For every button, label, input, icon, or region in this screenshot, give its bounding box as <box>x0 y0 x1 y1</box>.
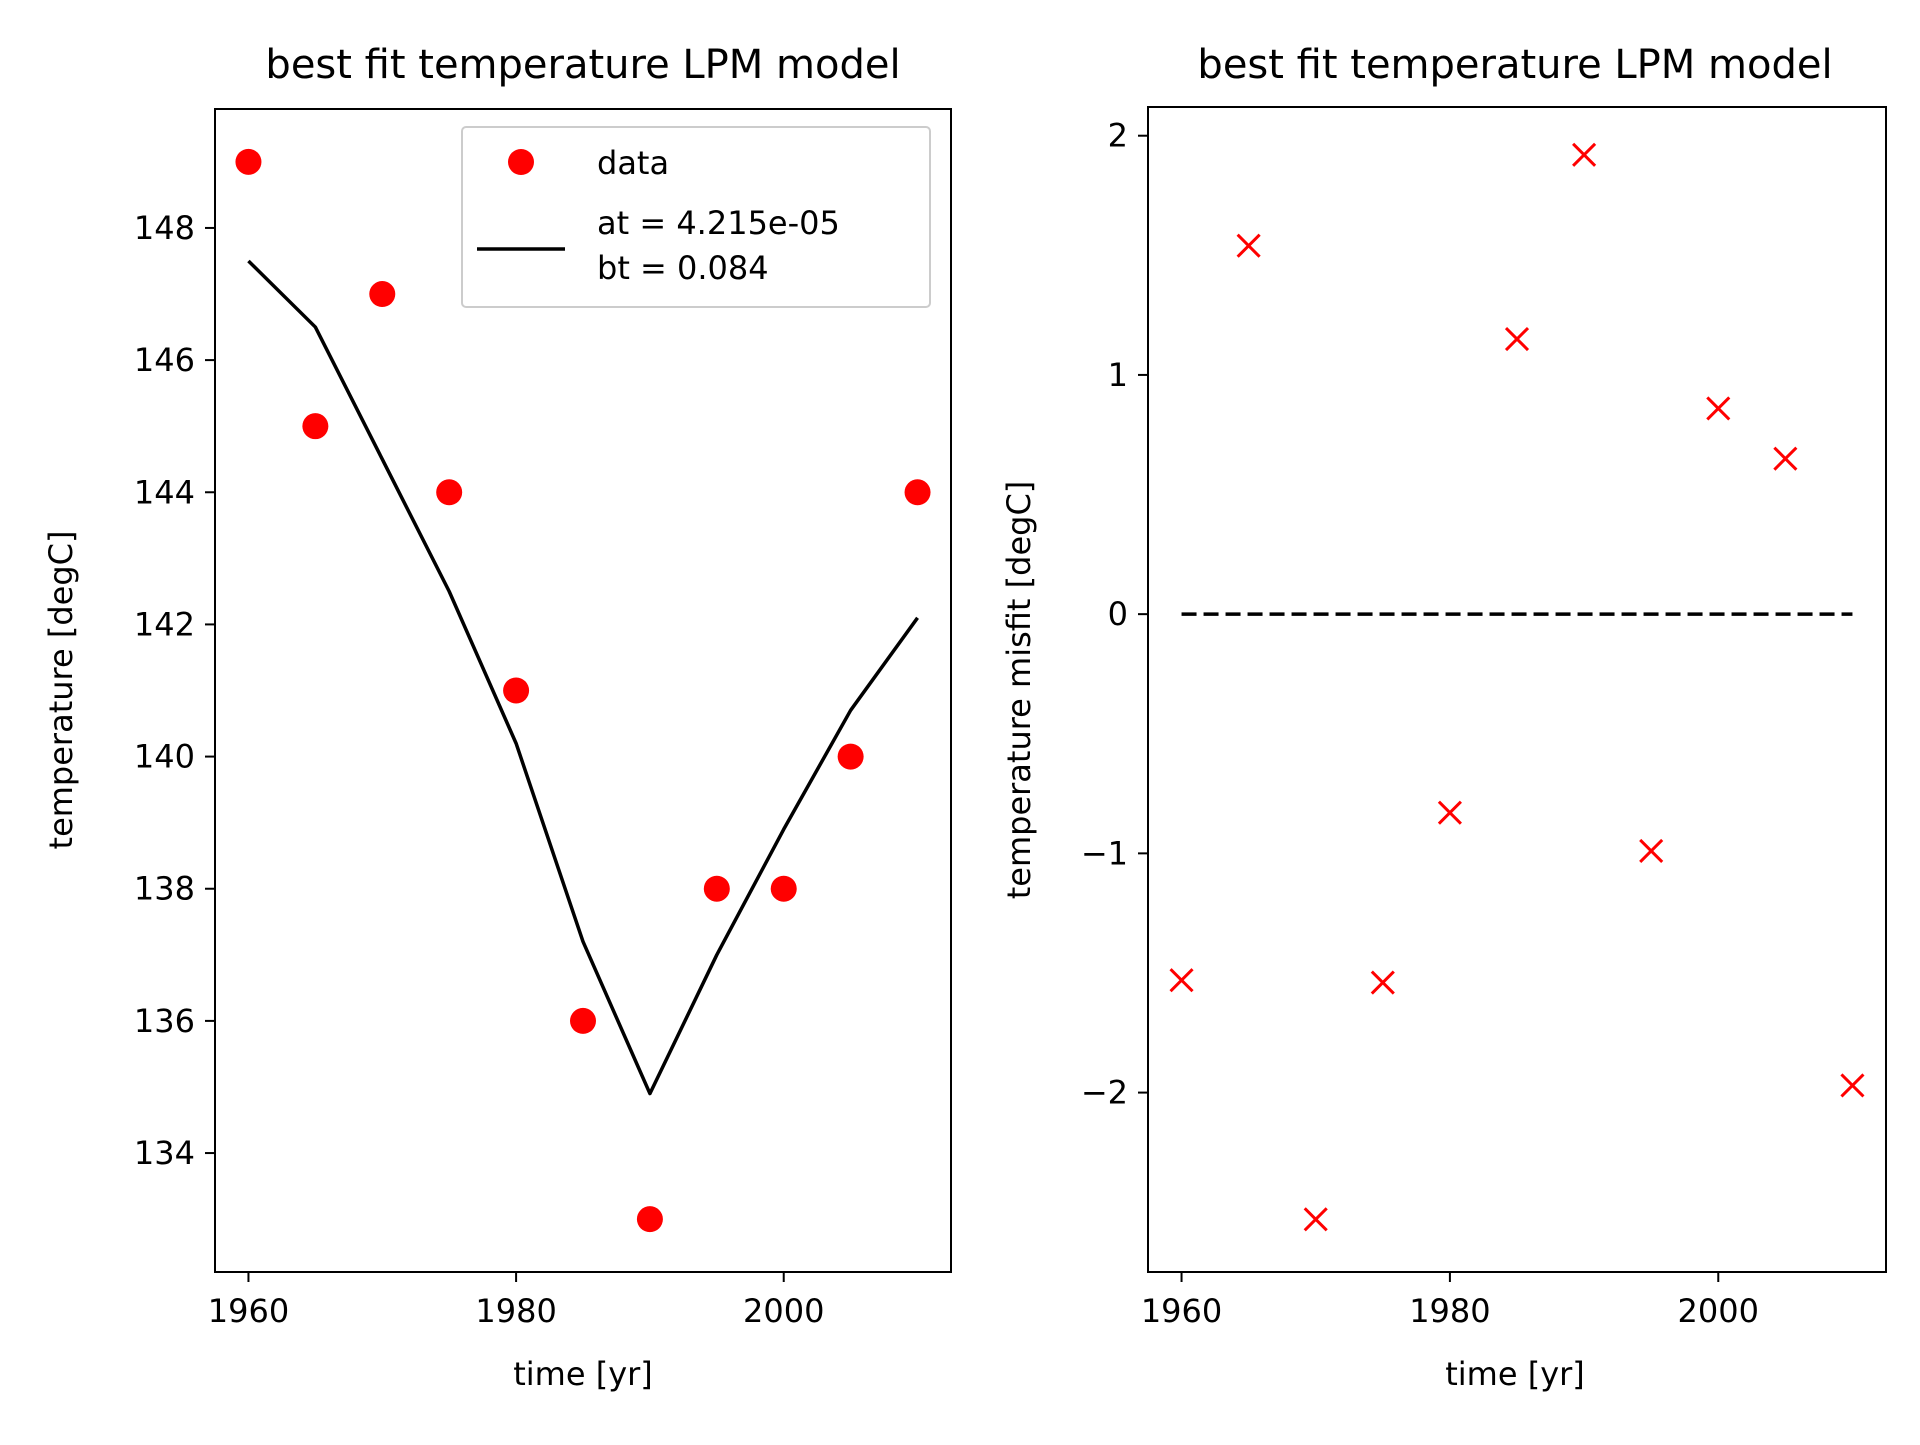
data-point <box>770 875 797 902</box>
left-panel: best fit temperature LPM model 134 136 138… <box>42 42 952 1393</box>
data-point <box>235 148 262 175</box>
misfit-point <box>1773 446 1798 471</box>
left-series <box>235 148 931 1233</box>
right-x-tick-label: 1980 <box>1409 1292 1490 1330</box>
misfit-point <box>1706 396 1731 421</box>
right-series <box>1169 142 1865 1232</box>
legend-data-marker <box>508 149 534 175</box>
data-point <box>837 743 864 770</box>
left-y-axis-label: temperature [degC] <box>42 531 80 850</box>
left-y-tick-label: 138 <box>134 870 195 908</box>
left-y-tick-label: 146 <box>134 341 195 379</box>
right-y-ticks: −2 −1 0 1 2 <box>1081 117 1148 1112</box>
right-y-tick-label: 1 <box>1108 356 1128 394</box>
misfit-point <box>1504 326 1530 352</box>
left-y-tick-label: 142 <box>134 605 195 643</box>
data-point <box>904 479 931 506</box>
right-panel: best fit temperature LPM model −2 −1 0 1 2 1… <box>1000 42 1887 1393</box>
misfit-point <box>1639 838 1664 864</box>
right-y-tick-label: 2 <box>1108 117 1128 155</box>
misfit-point <box>1437 800 1462 825</box>
right-x-tick-label: 2000 <box>1678 1292 1759 1330</box>
data-point <box>436 479 463 506</box>
right-x-ticks: 1960 1980 2000 <box>1141 1272 1759 1330</box>
legend: data at = 4.215e-05 bt = 0.084 <box>461 126 931 308</box>
data-point <box>369 281 396 308</box>
misfit-point <box>1169 968 1194 993</box>
right-y-tick-label: 0 <box>1108 595 1128 633</box>
right-y-tick-label: −1 <box>1081 834 1128 872</box>
legend-bt-label: bt = 0.084 <box>597 249 769 287</box>
right-chart-title: best fit temperature LPM model <box>1197 42 1832 88</box>
left-x-axis-label: time [yr] <box>513 1355 653 1393</box>
right-x-tick-label: 1960 <box>1141 1292 1222 1330</box>
misfit-point <box>1303 1207 1328 1232</box>
left-y-tick-label: 136 <box>134 1002 195 1040</box>
left-plot-area <box>214 108 952 1273</box>
misfit-point <box>1236 233 1261 258</box>
legend-data-label: data <box>597 144 669 182</box>
data-point <box>302 413 329 440</box>
left-x-tick-label: 2000 <box>743 1292 824 1330</box>
left-x-ticks: 1960 1980 2000 <box>208 1272 824 1330</box>
legend-box <box>461 126 931 308</box>
misfit-point <box>1840 1073 1865 1098</box>
misfit-markers <box>1169 142 1865 1232</box>
right-y-axis-label: temperature misfit [degC] <box>1000 481 1038 900</box>
misfit-point <box>1572 142 1597 167</box>
model-line <box>247 259 919 1096</box>
left-y-tick-label: 134 <box>134 1134 195 1172</box>
left-y-tick-label: 144 <box>134 473 195 511</box>
left-y-ticks: 134 136 138 140 142 144 146 148 <box>134 209 215 1172</box>
data-point <box>503 677 530 704</box>
data-point <box>703 875 730 902</box>
right-x-axis-label: time [yr] <box>1445 1355 1585 1393</box>
legend-at-label: at = 4.215e-05 <box>597 204 840 242</box>
data-markers <box>235 148 931 1233</box>
misfit-point <box>1370 970 1395 995</box>
left-x-tick-label: 1980 <box>475 1292 556 1330</box>
left-chart-title: best fit temperature LPM model <box>265 42 900 88</box>
data-point <box>636 1206 663 1233</box>
left-y-tick-label: 148 <box>134 209 195 247</box>
left-x-tick-label: 1960 <box>208 1292 289 1330</box>
data-point <box>570 1007 596 1034</box>
right-y-tick-label: −2 <box>1081 1074 1128 1112</box>
left-y-tick-label: 140 <box>134 738 195 776</box>
right-plot-area <box>1147 106 1887 1273</box>
